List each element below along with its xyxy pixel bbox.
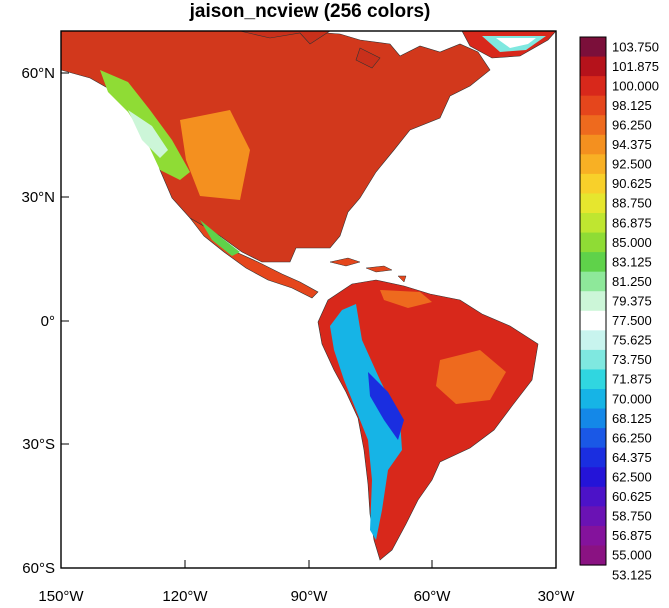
x-tick-label: 90°W (291, 588, 329, 605)
colorbar-label: 68.125 (612, 411, 652, 426)
colorbar-swatch (580, 389, 606, 410)
colorbar-swatch (580, 134, 606, 155)
colorbar-label: 81.250 (612, 274, 652, 289)
colorbar-label: 88.750 (612, 196, 652, 211)
y-tick-label: 30°S (22, 436, 55, 453)
y-tick-label: 60°N (21, 65, 55, 82)
x-axis: 150°W 120°W 90°W 60°W 30°W (38, 560, 575, 605)
colorbar-swatch (580, 486, 606, 507)
colorbar-swatch (580, 447, 606, 468)
y-tick-label: 0° (41, 313, 55, 330)
central-america (189, 217, 319, 299)
x-tick-label: 120°W (162, 588, 208, 605)
colorbar-swatch (580, 467, 606, 488)
map-title: jaison_ncview (256 colors) (189, 1, 431, 22)
colorbar-swatch (580, 330, 606, 351)
colorbar-label: 83.125 (612, 254, 652, 269)
rocky-mountains-high (128, 110, 168, 158)
colorbar-swatch (580, 428, 606, 449)
caribbean-islands (329, 257, 407, 283)
colorbar-swatch (580, 252, 606, 273)
colorbar-label: 101.875 (612, 59, 659, 74)
colorbar-label: 94.375 (612, 137, 652, 152)
y-tick-label: 60°S (22, 560, 55, 577)
colorbar: 103.750 101.875 100.000 98.125 96.250 94.375 9… (579, 36, 659, 582)
colorbar-label: 53.125 (612, 567, 652, 582)
x-tick-label: 60°W (414, 588, 452, 605)
colorbar-label: 62.500 (612, 470, 652, 485)
colorbar-label: 79.375 (612, 294, 652, 309)
colorbar-label: 77.500 (612, 313, 652, 328)
andes-mountains (330, 304, 402, 540)
colorbar-label: 66.250 (612, 430, 652, 445)
x-tick-label: 30°W (538, 588, 576, 605)
y-axis: 60°N 30°N 0° 30°S 60°S (21, 65, 69, 577)
mexican-highlands (200, 220, 240, 256)
colorbar-swatch (580, 232, 606, 253)
colorbar-swatch (580, 193, 606, 214)
colorbar-frame (579, 36, 607, 566)
y-tick-label: 30°N (21, 189, 55, 206)
colorbar-label: 73.750 (612, 352, 652, 367)
colorbar-label: 86.875 (612, 215, 652, 230)
colorbar-swatch (580, 76, 606, 97)
greenland-ice-core (496, 38, 536, 48)
colorbar-swatch (580, 310, 606, 331)
colorbar-swatch (580, 213, 606, 234)
colorbar-label: 71.875 (612, 372, 652, 387)
colorbar-label: 90.625 (612, 176, 652, 191)
colorbar-label: 70.000 (612, 391, 652, 406)
altiplano (368, 372, 404, 440)
colorbar-swatch (580, 291, 606, 312)
colorbar-swatch (580, 271, 606, 292)
great-plains (180, 110, 250, 200)
colorbar-swatch (580, 95, 606, 116)
colorbar-label: 58.750 (612, 509, 652, 524)
colorbar-swatch (580, 369, 606, 390)
colorbar-label: 85.000 (612, 235, 652, 250)
colorbar-swatch (580, 349, 606, 371)
colorbar-label: 75.625 (612, 333, 652, 348)
colorbar-label: 100.000 (612, 78, 659, 93)
colorbar-swatch (580, 506, 606, 527)
colorbar-swatch (580, 545, 606, 566)
colorbar-swatch (580, 56, 606, 77)
brazilian-highlands (436, 350, 506, 404)
colorbar-swatch (580, 37, 606, 58)
land-field (61, 31, 556, 561)
colorbar-label: 103.750 (612, 39, 659, 54)
colorbar-label: 55.000 (612, 548, 652, 563)
arctic-islands (239, 31, 381, 69)
colorbar-label: 56.875 (612, 528, 652, 543)
colorbar-label: 96.250 (612, 118, 652, 133)
colorbar-swatch (580, 154, 606, 175)
colorbar-label: 60.625 (612, 489, 652, 504)
colorbar-label: 98.125 (612, 98, 652, 113)
colorbar-swatch (580, 408, 606, 429)
colorbar-label: 92.500 (612, 157, 652, 172)
guiana-highlands (380, 290, 432, 308)
colorbar-swatch (580, 115, 606, 136)
colorbar-swatch (580, 173, 606, 195)
colorbar-swatch (580, 525, 606, 547)
x-tick-label: 150°W (38, 588, 84, 605)
colorbar-label: 64.375 (612, 450, 652, 465)
